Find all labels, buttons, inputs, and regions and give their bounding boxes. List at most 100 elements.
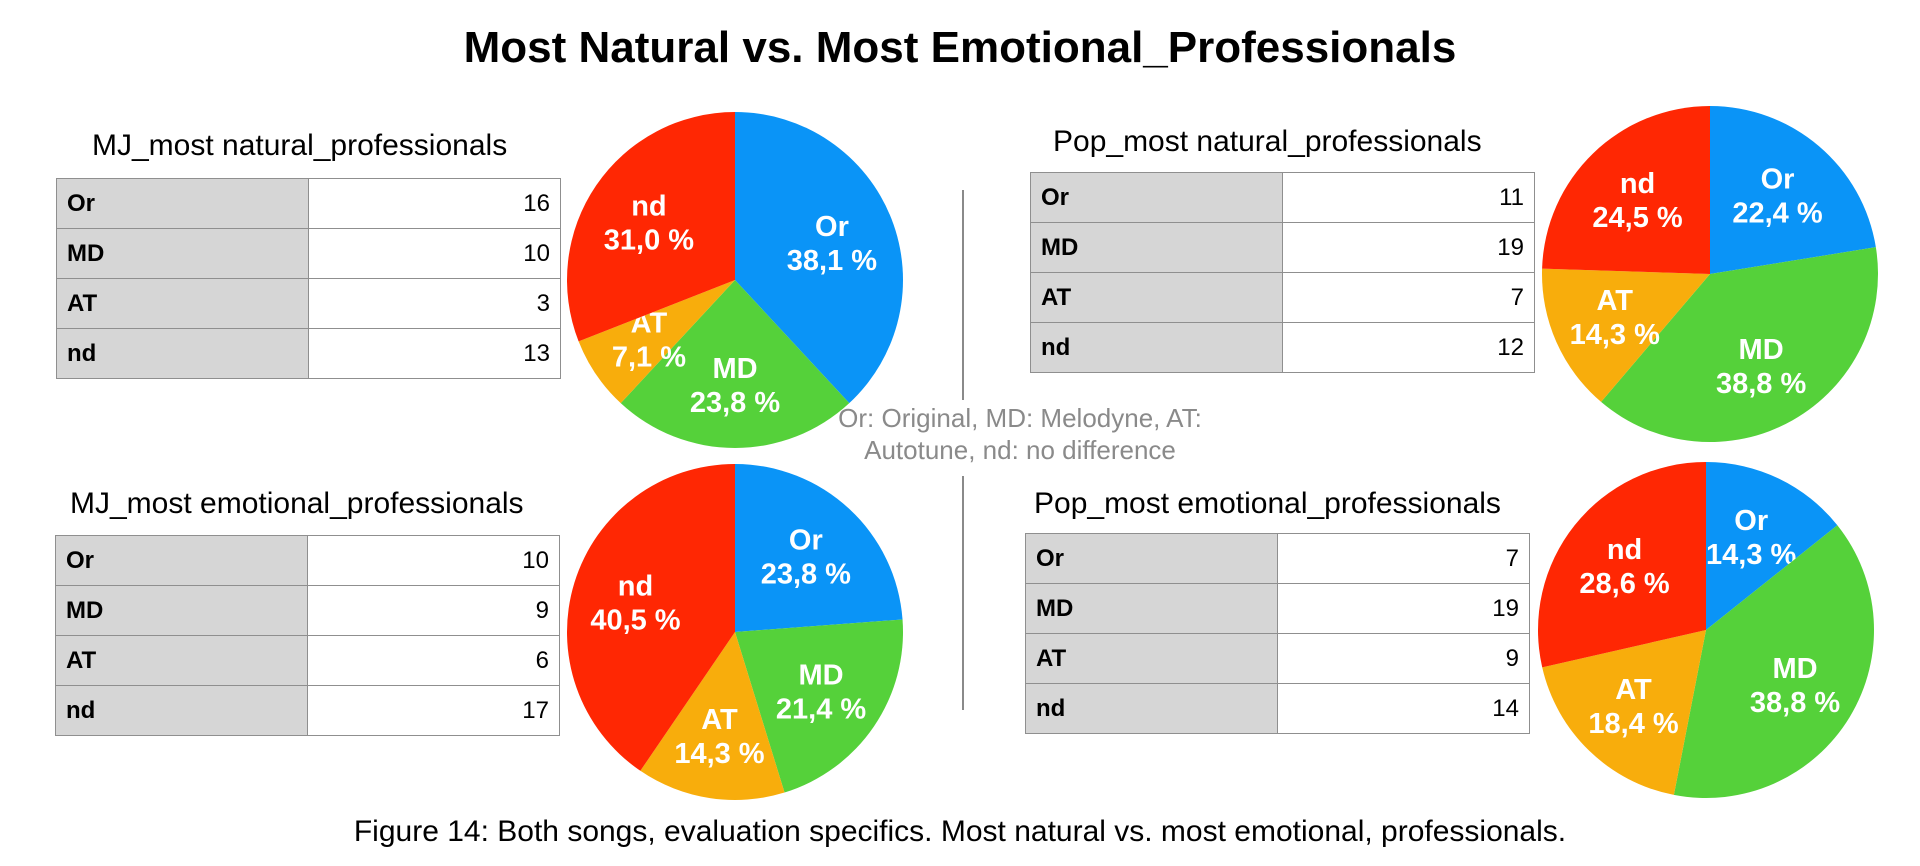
pie-slice-nd: [1542, 106, 1710, 274]
slice-category-label: AT: [701, 704, 738, 736]
row-label: Or: [56, 178, 309, 229]
table-row: MD 19: [1030, 222, 1535, 273]
row-label: MD: [56, 228, 309, 279]
row-label: nd: [55, 685, 308, 736]
slice-category-label: MD: [712, 353, 757, 385]
table-row: MD 9: [55, 585, 560, 636]
row-value: 12: [1282, 322, 1535, 373]
slice-percent-label: 38,8 %: [1716, 368, 1806, 400]
table-row: AT 9: [1025, 633, 1530, 684]
row-label: Or: [1025, 533, 1278, 584]
row-value: 14: [1277, 683, 1530, 734]
table-row: Or 10: [55, 535, 560, 586]
table-row: MD 10: [56, 228, 561, 279]
row-label: nd: [1030, 322, 1283, 373]
slice-percent-label: 22,4 %: [1732, 198, 1822, 230]
row-value: 3: [308, 278, 561, 329]
slice-percent-label: 24,5 %: [1592, 202, 1682, 234]
figure-caption: Figure 14: Both songs, evaluation specif…: [353, 815, 1567, 848]
row-label: Or: [1030, 172, 1283, 223]
slice-percent-label: 14,3 %: [674, 738, 764, 770]
row-label: AT: [1025, 633, 1278, 684]
slice-percent-label: 14,3 %: [1570, 319, 1660, 351]
table-row: Or 16: [56, 178, 561, 229]
slice-category-label: nd: [1607, 534, 1642, 566]
pie-slice-nd: [567, 464, 735, 771]
row-value: 11: [1282, 172, 1535, 223]
data-table-mj-natural: Or 16 MD 10 AT 3 nd 13: [56, 178, 561, 379]
slice-category-label: Or: [1734, 505, 1768, 537]
row-value: 7: [1282, 272, 1535, 323]
pie-slice-or: [735, 112, 903, 404]
legend-note-line-1: Or: Original, MD: Melodyne, AT:: [838, 403, 1202, 433]
slice-percent-label: 31,0 %: [604, 224, 694, 256]
slice-category-label: Or: [1761, 164, 1795, 196]
row-value: 17: [307, 685, 560, 736]
slice-percent-label: 18,4 %: [1588, 708, 1678, 740]
slice-category-label: Or: [789, 525, 823, 557]
table-row: Or 7: [1025, 533, 1530, 584]
row-label: AT: [55, 635, 308, 686]
pie-slice-at: [578, 280, 735, 404]
row-label: AT: [56, 278, 309, 329]
row-value: 10: [308, 228, 561, 279]
row-value: 9: [1277, 633, 1530, 684]
slice-category-label: nd: [618, 570, 653, 602]
pie-slice-md: [620, 280, 850, 448]
row-value: 19: [1282, 222, 1535, 273]
slice-category-label: MD: [799, 660, 844, 692]
slice-percent-label: 28,6 %: [1579, 568, 1669, 600]
slice-percent-label: 23,8 %: [690, 387, 780, 419]
row-value: 6: [307, 635, 560, 686]
panel-title-mj-natural: MJ_most natural_professionals: [92, 129, 508, 162]
table-row: nd 17: [55, 685, 560, 736]
divider-bottom: [962, 476, 964, 710]
slice-category-label: AT: [1596, 285, 1633, 317]
row-value: 13: [308, 328, 561, 379]
slice-category-label: MD: [1739, 334, 1784, 366]
slice-percent-label: 38,8 %: [1750, 687, 1840, 719]
table-row: AT 3: [56, 278, 561, 329]
slice-percent-label: 14,3 %: [1706, 539, 1796, 571]
slice-category-label: MD: [1773, 653, 1818, 685]
divider-top: [962, 190, 964, 400]
pie-slice-at: [1542, 268, 1710, 402]
row-label: nd: [56, 328, 309, 379]
pie-slice-or: [1710, 106, 1876, 274]
data-table-mj-emotional: Or 10 MD 9 AT 6 nd 17: [55, 535, 560, 736]
row-value: 10: [307, 535, 560, 586]
slice-percent-label: 38,1 %: [787, 245, 877, 277]
slice-category-label: nd: [1620, 168, 1655, 200]
panel-title-mj-emotional: MJ_most emotional_professionals: [70, 487, 524, 520]
row-label: nd: [1025, 683, 1278, 734]
pie-slice-nd: [567, 112, 735, 342]
table-row: nd 14: [1025, 683, 1530, 734]
data-table-pop-natural: Or 11 MD 19 AT 7 nd 12: [1030, 172, 1535, 373]
slice-category-label: Or: [815, 211, 849, 243]
table-row: nd 13: [56, 328, 561, 379]
row-label: AT: [1030, 272, 1283, 323]
pie-slice-md: [1673, 525, 1874, 798]
row-label: MD: [1030, 222, 1283, 273]
row-value: 7: [1277, 533, 1530, 584]
legend-note: Or: Original, MD: Melodyne, AT: Autotune…: [830, 402, 1210, 466]
table-row: nd 12: [1030, 322, 1535, 373]
main-title: Most Natural vs. Most Emotional_Professi…: [463, 23, 1457, 72]
panel-title-pop-emotional: Pop_most emotional_professionals: [1034, 487, 1501, 520]
row-value: 16: [308, 178, 561, 229]
slice-percent-label: 7,1 %: [612, 342, 686, 374]
row-value: 9: [307, 585, 560, 636]
row-value: 19: [1277, 583, 1530, 634]
legend-note-line-2: Autotune, nd: no difference: [864, 435, 1176, 465]
pie-slice-at: [1542, 630, 1706, 795]
pie-slice-at: [640, 632, 785, 800]
table-row: Or 11: [1030, 172, 1535, 223]
slice-percent-label: 21,4 %: [776, 694, 866, 726]
row-label: Or: [55, 535, 308, 586]
slice-percent-label: 23,8 %: [761, 559, 851, 591]
table-row: AT 7: [1030, 272, 1535, 323]
row-label: MD: [1025, 583, 1278, 634]
